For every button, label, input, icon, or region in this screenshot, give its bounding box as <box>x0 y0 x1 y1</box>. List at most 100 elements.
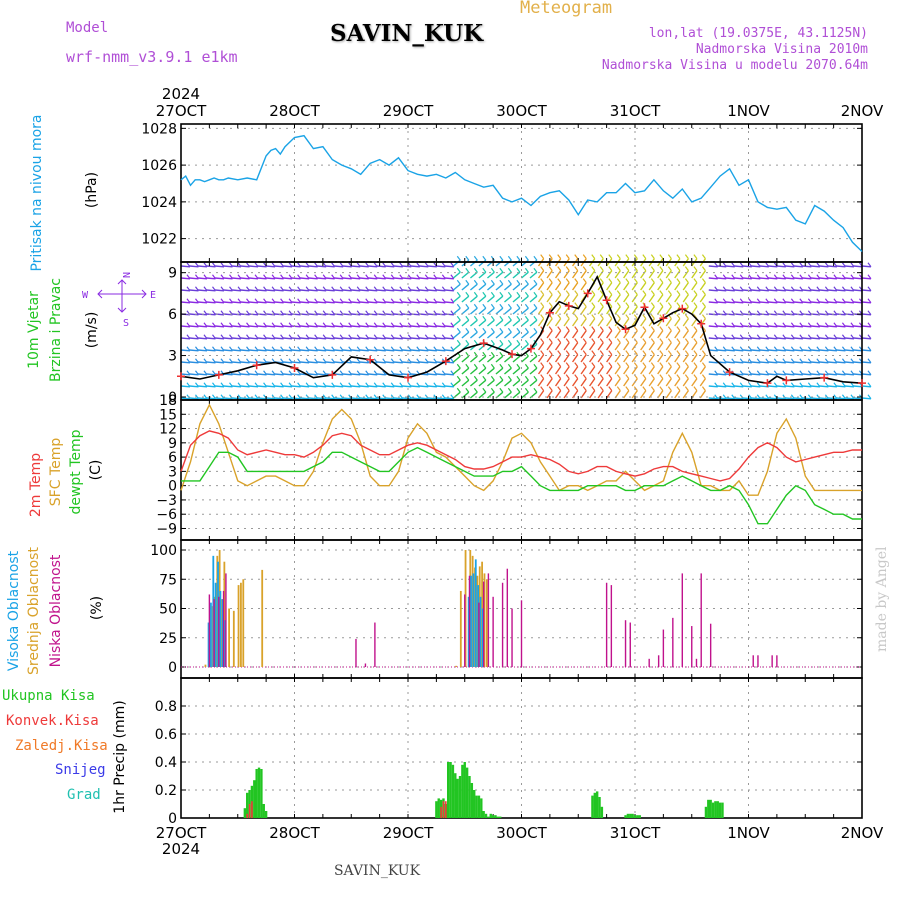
wind-barb <box>717 325 727 328</box>
wind-barb-flag <box>731 394 736 400</box>
wind-barb <box>725 325 735 328</box>
wind-barb <box>232 265 242 268</box>
wind-barb-flag <box>782 346 787 352</box>
wind-barb <box>810 265 820 268</box>
wind-barb-flag <box>824 262 829 268</box>
wind-barb-flag <box>574 302 579 307</box>
wind-barb-flag <box>280 346 285 352</box>
wind-barb-flag <box>782 322 787 328</box>
wind-barb-flag <box>616 254 621 259</box>
wind-barb-flag <box>271 322 276 328</box>
wind-barb-flag <box>782 274 787 280</box>
low-cloud-bar <box>771 655 773 667</box>
wind-barb <box>529 319 538 327</box>
wind-barb-flag <box>424 346 429 352</box>
x-tick-label-bottom: 30OCT <box>496 824 547 842</box>
wind-barb-flag <box>305 346 310 352</box>
total-precip-bar <box>484 813 488 818</box>
wind-barb-flag <box>237 274 242 280</box>
wind-barb <box>342 277 352 280</box>
wind-barb-flag <box>799 286 804 292</box>
wind-barb-flag <box>684 326 689 331</box>
panel-frame <box>180 123 863 263</box>
wind-barb-flag <box>314 346 319 352</box>
y-tick-label: 0.4 <box>155 755 177 771</box>
wind-barb-flag <box>714 286 719 292</box>
total-precip-bar <box>487 816 490 818</box>
x-tick-label-top: 1NOV <box>727 102 770 120</box>
wind-barb <box>537 378 545 387</box>
mid-cloud-bar <box>237 585 240 667</box>
wind-barb <box>274 325 284 328</box>
wind-barb-flag <box>450 310 455 316</box>
wind-barb-flag <box>524 291 529 297</box>
wind-barb-flag <box>271 286 276 292</box>
wind-barb <box>512 367 521 375</box>
wind-barb-flag <box>616 362 621 367</box>
wind-barb <box>725 265 735 268</box>
wind-barb <box>478 319 487 327</box>
wind-barb-flag <box>229 274 234 280</box>
wind-barb <box>452 331 461 339</box>
wind-barb-flag <box>540 386 545 391</box>
wind-gust-marker <box>290 363 299 372</box>
wind-barb-flag <box>676 254 681 259</box>
wind-barb <box>376 373 386 376</box>
wind-barb <box>648 270 655 279</box>
wind-barb-flag <box>608 290 613 295</box>
wind-barb-flag <box>322 322 327 328</box>
wind-barb <box>580 366 587 375</box>
wind-barb <box>223 277 233 280</box>
wind-barb <box>768 385 778 388</box>
wind-barb-flag <box>642 326 647 331</box>
wind-barb <box>776 361 786 364</box>
wind-barb <box>682 282 689 291</box>
low-cloud-bar <box>478 602 480 667</box>
wind-barb <box>708 397 718 400</box>
wind-barb-flag <box>246 370 251 376</box>
wind-barb <box>223 289 233 292</box>
total-precip-bar <box>451 764 455 818</box>
wind-barb <box>725 349 735 352</box>
wind-barb-flag <box>271 346 276 352</box>
wind-barb <box>699 342 706 351</box>
wind-barb-flag <box>659 254 664 259</box>
wind-barb-flag <box>465 279 470 285</box>
wind-barb-flag <box>416 394 421 400</box>
wind-barb <box>469 379 478 387</box>
total-precip-bar <box>458 776 462 818</box>
wind-barb <box>606 390 613 399</box>
wind-barb <box>708 385 718 388</box>
wind-barb <box>436 325 446 328</box>
wind-barb <box>180 397 191 400</box>
wind-barb-flag <box>356 346 361 352</box>
wind-barb <box>580 270 587 279</box>
wind-barb <box>844 301 855 304</box>
wind-gust-marker <box>820 373 829 382</box>
high-cloud-bar <box>479 596 482 667</box>
wind-barb <box>759 361 769 364</box>
wind-barb <box>572 318 579 327</box>
wind-gust-marker <box>177 372 185 381</box>
wind-barb <box>197 289 208 292</box>
wind-barb-flag <box>693 338 698 343</box>
wind-barb <box>359 289 369 292</box>
wind-barb-flag <box>356 358 361 364</box>
wind-barb <box>640 270 647 279</box>
wind-barb-flag <box>599 278 604 283</box>
wind-barb-flag <box>533 315 538 321</box>
wind-barb-flag <box>203 310 208 316</box>
low-cloud-bar <box>648 658 650 667</box>
wind-barb-flag <box>616 302 621 307</box>
wind-barb <box>478 367 487 375</box>
wind-barb <box>266 313 276 316</box>
high-cloud-bar <box>214 582 217 667</box>
wind-barb <box>504 391 512 399</box>
wind-barb <box>334 385 344 388</box>
wind-barb-flag <box>565 278 570 283</box>
wind-barb-flag <box>850 298 855 304</box>
wind-barb-flag <box>305 298 310 304</box>
wind-barb-flag <box>540 350 545 355</box>
wind-barb <box>274 289 284 292</box>
wind-barb <box>597 318 604 327</box>
